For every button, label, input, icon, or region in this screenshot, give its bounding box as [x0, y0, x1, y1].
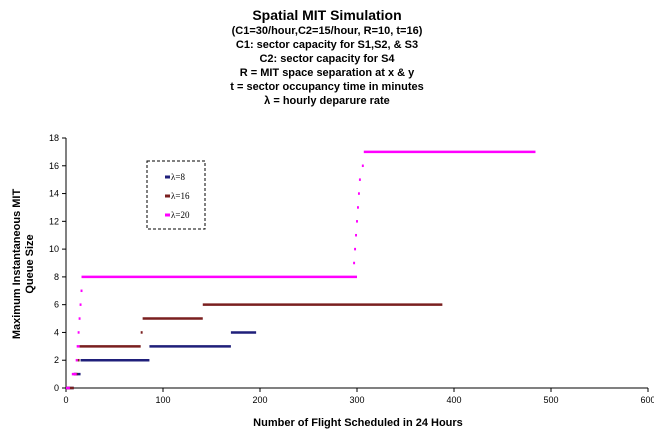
chart-subtitle-line: C1: sector capacity for S1,S2, & S3 [235, 39, 419, 51]
series-group-1 [66, 303, 443, 390]
legend-label-lambda20: λ=20 [171, 210, 190, 220]
x-tick-label: 100 [155, 395, 170, 405]
legend: λ=8 λ=16 λ=20 [146, 160, 206, 230]
chart-title: Spatial MIT Simulation [252, 7, 402, 23]
series-group-2 [66, 150, 536, 390]
x-tick-label: 0 [63, 395, 68, 405]
x-tick-label: 400 [446, 395, 461, 405]
legend-label-lambda8: λ=8 [171, 172, 185, 182]
data-marks-group [66, 150, 536, 390]
chart-subtitle-line: (C1=30/hour,C2=15/hour, R=10, t=16) [231, 25, 423, 37]
chart-title-block: Spatial MIT Simulation (C1=30/hour,C2=15… [0, 6, 654, 108]
y-tick-group: 0 2 4 6 8 10 12 14 16 18 [49, 133, 66, 393]
chart-subtitle-line: R = MIT space separation at x & y [239, 67, 415, 79]
y-tick-label: 10 [49, 244, 59, 254]
chart-subtitle-line: C2: sector capacity for S4 [259, 53, 395, 65]
y-tick-label: 8 [54, 272, 59, 282]
x-tick-label: 200 [252, 395, 267, 405]
x-tick-label: 600 [640, 395, 654, 405]
y-tick-label: 0 [54, 383, 59, 393]
y-tick-label: 2 [54, 355, 59, 365]
legend-box [146, 160, 206, 230]
chart-subtitle-line: λ = hourly deparure rate [264, 95, 390, 107]
y-tick-label: 18 [49, 133, 59, 143]
legend-label-lambda16: λ=16 [171, 191, 190, 201]
series-group-0 [66, 331, 257, 390]
y-tick-label: 4 [54, 327, 59, 337]
y-tick-label: 14 [49, 189, 59, 199]
y-tick-label: 12 [49, 216, 59, 226]
y-tick-label: 6 [54, 300, 59, 310]
chart-subtitle-line: t = sector occupancy time in minutes [230, 81, 424, 93]
y-axis-title-line1: Maximum Instantaneous MIT [11, 189, 23, 340]
y-axis-title-line2: Queue Size [24, 234, 36, 293]
x-axis-title: Number of Flight Scheduled in 24 Hours [253, 417, 463, 429]
x-tick-label: 500 [543, 395, 558, 405]
x-tick-label: 300 [349, 395, 364, 405]
x-tick-group: 0 100 200 300 400 500 600 [63, 388, 654, 405]
y-tick-label: 16 [49, 161, 59, 171]
